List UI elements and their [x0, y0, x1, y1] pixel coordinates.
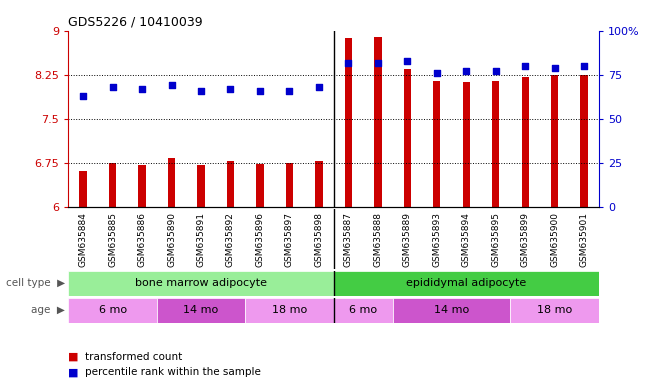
Text: 18 mo: 18 mo	[537, 305, 572, 315]
Bar	[492, 81, 499, 207]
Text: GSM635895: GSM635895	[492, 212, 500, 267]
Text: GSM635887: GSM635887	[344, 212, 353, 267]
Text: GSM635900: GSM635900	[550, 212, 559, 267]
Text: age  ▶: age ▶	[31, 305, 65, 315]
Point	[196, 88, 206, 94]
Bar	[139, 165, 146, 207]
Point	[255, 88, 265, 94]
Text: GSM635901: GSM635901	[579, 212, 589, 267]
Text: GSM635893: GSM635893	[432, 212, 441, 267]
Text: 18 mo: 18 mo	[272, 305, 307, 315]
Text: 14 mo: 14 mo	[184, 305, 219, 315]
Text: ■: ■	[68, 352, 79, 362]
Bar	[256, 164, 264, 207]
Text: epididymal adipocyte: epididymal adipocyte	[406, 278, 527, 288]
Point	[461, 68, 471, 74]
Bar	[521, 77, 529, 207]
Text: GSM635890: GSM635890	[167, 212, 176, 267]
Text: ■: ■	[68, 367, 79, 377]
Text: GSM635884: GSM635884	[79, 212, 88, 267]
Bar	[510, 298, 599, 323]
Point	[520, 63, 531, 69]
Text: GSM635886: GSM635886	[137, 212, 146, 267]
Text: percentile rank within the sample: percentile rank within the sample	[85, 367, 260, 377]
Text: bone marrow adipocyte: bone marrow adipocyte	[135, 278, 267, 288]
Bar	[109, 163, 117, 207]
Bar	[315, 161, 323, 207]
Bar	[344, 38, 352, 207]
Text: cell type  ▶: cell type ▶	[6, 278, 65, 288]
Point	[107, 84, 118, 90]
Text: GSM635885: GSM635885	[108, 212, 117, 267]
Text: GSM635896: GSM635896	[255, 212, 264, 267]
Text: GSM635888: GSM635888	[374, 212, 382, 267]
Bar	[68, 298, 157, 323]
Bar	[197, 165, 204, 207]
Point	[372, 60, 383, 66]
Point	[284, 88, 295, 94]
Point	[314, 84, 324, 90]
Bar	[68, 271, 334, 296]
Point	[78, 93, 89, 99]
Text: GSM635898: GSM635898	[314, 212, 324, 267]
Bar	[433, 81, 441, 207]
Bar	[334, 271, 599, 296]
Point	[491, 68, 501, 74]
Text: transformed count: transformed count	[85, 352, 182, 362]
Bar	[463, 82, 470, 207]
Point	[402, 58, 413, 64]
Text: GDS5226 / 10410039: GDS5226 / 10410039	[68, 15, 203, 28]
Bar	[286, 163, 293, 207]
Bar	[581, 75, 588, 207]
Text: 6 mo: 6 mo	[98, 305, 127, 315]
Bar	[245, 298, 334, 323]
Text: GSM635894: GSM635894	[462, 212, 471, 267]
Bar	[374, 36, 381, 207]
Bar	[334, 298, 393, 323]
Point	[166, 83, 176, 89]
Text: 14 mo: 14 mo	[434, 305, 469, 315]
Text: GSM635889: GSM635889	[403, 212, 412, 267]
Bar	[79, 171, 87, 207]
Point	[549, 65, 560, 71]
Point	[432, 70, 442, 76]
Bar	[227, 161, 234, 207]
Text: GSM635897: GSM635897	[285, 212, 294, 267]
Point	[579, 63, 589, 69]
Bar	[404, 69, 411, 207]
Text: GSM635899: GSM635899	[521, 212, 530, 267]
Bar	[551, 75, 559, 207]
Text: GSM635892: GSM635892	[226, 212, 235, 267]
Point	[343, 60, 353, 66]
Text: 6 mo: 6 mo	[349, 305, 377, 315]
Point	[225, 86, 236, 92]
Point	[137, 86, 147, 92]
Bar	[168, 159, 175, 207]
Bar	[393, 298, 510, 323]
Text: GSM635891: GSM635891	[197, 212, 206, 267]
Bar	[157, 298, 245, 323]
